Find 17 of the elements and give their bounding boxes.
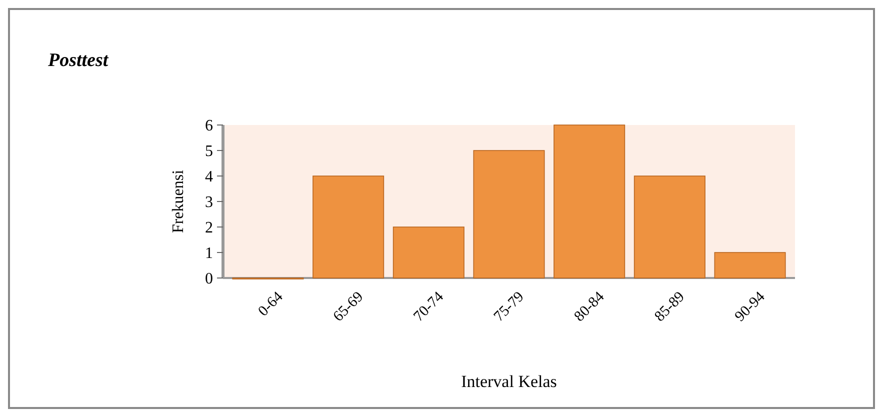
- y-tick-label: 4: [205, 168, 213, 186]
- bar: [554, 124, 626, 278]
- chart-title: Posttest: [47, 50, 109, 71]
- y-tick-label: 0: [205, 270, 213, 288]
- y-axis-title: Frekuensi: [170, 169, 187, 234]
- y-tick-label: 3: [205, 194, 213, 212]
- bar: [473, 150, 545, 278]
- y-tick-label: 1: [205, 245, 213, 262]
- bar: [714, 252, 786, 278]
- bar: [392, 226, 464, 278]
- x-tick-label: 0-64: [255, 288, 287, 320]
- bar: [312, 176, 384, 278]
- y-tick-label: 2: [205, 220, 213, 237]
- y-tick-label: 6: [205, 118, 213, 135]
- y-tick-label: 5: [205, 143, 213, 160]
- bar: [634, 176, 706, 278]
- x-axis-title: Interval Kelas: [461, 372, 557, 391]
